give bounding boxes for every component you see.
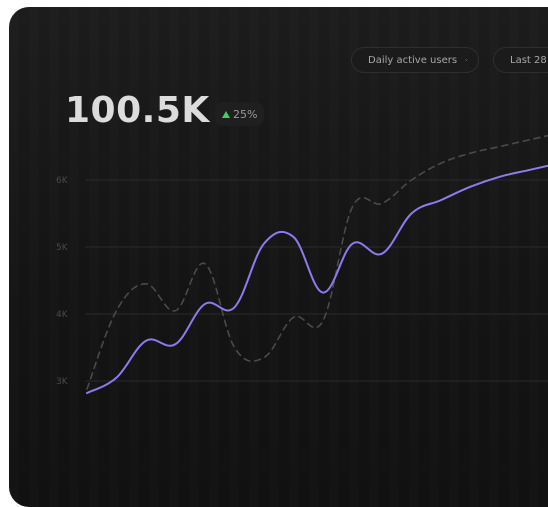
chevron-down-icon (465, 59, 468, 61)
line-chart: 3K 4K 5K 6K (56, 134, 548, 395)
change-value: 25% (233, 107, 258, 121)
chart-series (86, 134, 548, 395)
previous-period-line (86, 134, 548, 390)
chart-gridlines (85, 179, 548, 382)
y-tick-label: 4K (56, 310, 69, 320)
chart-card: Daily active users Last 28 100.5K 25% 3K… (9, 7, 548, 507)
metric-selector[interactable]: Daily active users (351, 47, 479, 73)
change-badge: 25% (215, 102, 265, 126)
y-axis: 3K 4K 5K 6K (56, 176, 69, 387)
date-range-selector[interactable]: Last 28 (493, 47, 548, 73)
metric-value: 100.5K (65, 90, 210, 131)
trend-up-icon (222, 110, 230, 118)
current-period-line (86, 164, 548, 395)
y-tick-label: 5K (56, 243, 69, 253)
metric-selector-label: Daily active users (368, 54, 458, 66)
y-tick-label: 3K (56, 377, 69, 387)
date-range-label: Last 28 (510, 54, 547, 66)
y-tick-label: 6K (56, 176, 69, 186)
